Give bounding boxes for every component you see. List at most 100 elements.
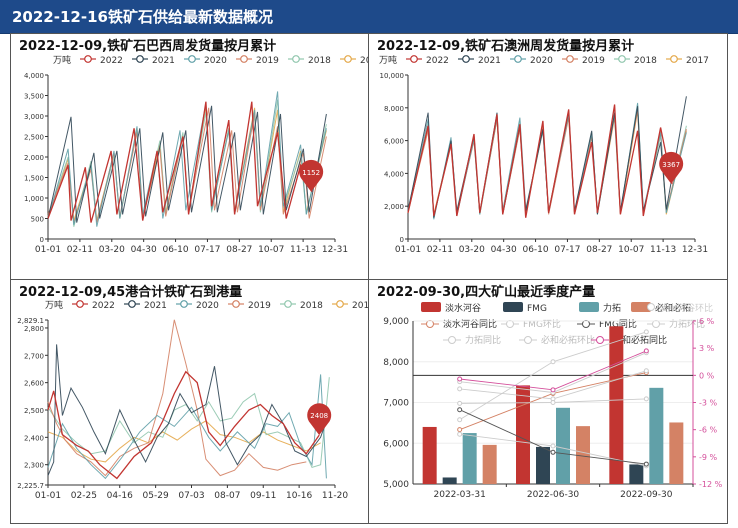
legend-marker — [652, 320, 660, 328]
x-tick-label: 11-20 — [322, 491, 348, 501]
panel-australia: 2022-12-09,铁矿石澳洲周发货量按月累计 万吨 2022 2021 2020 2… — [368, 33, 728, 280]
chart-australia: 万吨 2022 2021 2020 2019 2018 2017 0 2,000 4,000 6,0… — [379, 54, 709, 255]
page-header: 2022-12-16铁矿石供给最新数据概况 — [0, 0, 738, 34]
legend-label: 2021 — [152, 56, 175, 66]
y-tick-label: 2,829.1 — [17, 317, 44, 325]
legend-label: 2020 — [196, 301, 219, 311]
y-tick-label: 5,000 — [383, 480, 409, 490]
y-tick-label: 2,000 — [384, 203, 404, 211]
legend-label: 2017 — [360, 56, 368, 66]
x-tick-label: 03-20 — [99, 245, 125, 255]
series-point — [550, 359, 556, 365]
series-line-2020 — [47, 91, 327, 227]
panel-four-miners: 2022-09-30,四大矿山最近季度产量 淡水河谷 FMG 力拓 必和必拓 淡水河谷环… — [368, 279, 728, 524]
pin-marker — [307, 403, 332, 436]
y-tick-label: 6,000 — [383, 439, 409, 449]
series-line-2021 — [47, 344, 330, 476]
x-tick-label: 12-31 — [682, 245, 708, 255]
pin-marker-label: 3367 — [662, 161, 680, 169]
legend-marker — [462, 55, 470, 63]
chart-port-arrivals: 万吨 2022 2021 2020 2019 2018 2017 2,225.7 2,300 2,… — [17, 299, 368, 501]
y-tick-label: 8,000 — [383, 358, 409, 368]
y2-tick-label: 3 % — [699, 344, 715, 353]
series-point — [457, 407, 463, 413]
legend-marker — [566, 55, 574, 63]
legend-bar — [579, 302, 599, 312]
legend-marker — [76, 300, 84, 308]
legend-marker — [670, 55, 678, 63]
bar-淡水河谷 — [516, 385, 530, 484]
legend-marker — [84, 55, 92, 63]
x-tick-label: 07-17 — [194, 245, 220, 255]
legend-marker — [232, 300, 240, 308]
y-tick-label: 7,000 — [383, 399, 409, 409]
legend-marker — [410, 55, 418, 63]
legend-label: 2022 — [100, 56, 123, 66]
x-tick-label: 10-07 — [618, 245, 644, 255]
bar-力拓 — [556, 407, 570, 484]
panel-port-arrivals: 2022-12-09,45港合计铁矿石到港量 万吨 2022 2021 2020 201… — [10, 279, 369, 524]
legend-unit: 万吨 — [379, 54, 397, 66]
series-point — [457, 417, 463, 423]
legend-label: 2017 — [686, 56, 709, 66]
legend-marker — [344, 55, 352, 63]
legend-label: FMG — [527, 304, 547, 314]
x-tick-label: 2022-06-30 — [527, 490, 580, 500]
legend-marker — [506, 320, 514, 328]
y-tick-label: 2,400 — [24, 434, 44, 442]
series-line-2022 — [47, 101, 313, 223]
legend-marker — [240, 55, 248, 63]
y-tick-label: 2,500 — [24, 407, 44, 415]
series-point — [457, 431, 463, 437]
x-tick-label: 04-30 — [491, 245, 517, 255]
y-tick-label: 6,000 — [384, 138, 404, 146]
y2-tick-label: 0 % — [699, 371, 715, 380]
x-tick-label: 09-11 — [250, 491, 276, 501]
legend-marker — [336, 300, 344, 308]
series-point — [550, 387, 556, 393]
bar-力拓 — [462, 433, 477, 484]
legend-marker — [284, 300, 292, 308]
legend-label: 2019 — [256, 56, 279, 66]
legend-label: 必和必拓同比 — [613, 334, 667, 346]
panel-title: 2022-12-09,铁矿石巴西周发货量按月累计 — [19, 39, 277, 54]
y2-tick-label: -12 % — [699, 480, 723, 489]
series-line-2022 — [407, 104, 673, 218]
series-point — [643, 461, 649, 467]
legend-label: FMG环比 — [523, 318, 561, 330]
series-point — [457, 427, 463, 433]
legend-label: 淡水河谷同比 — [443, 318, 497, 330]
legend-marker — [524, 336, 532, 344]
series-line-2018 — [47, 377, 330, 469]
y-tick-label: 2,800 — [24, 325, 44, 333]
series-point — [643, 348, 649, 354]
bar-FMG — [629, 464, 644, 484]
legend-marker — [136, 55, 144, 63]
legend-bar — [631, 302, 651, 312]
y-tick-label: 2,225.7 — [17, 482, 44, 490]
x-tick-label: 02-11 — [427, 245, 453, 255]
legend-label: 淡水河谷 — [445, 302, 481, 314]
series-point — [457, 386, 463, 392]
legend-marker — [180, 300, 188, 308]
legend-label: 2022 — [426, 56, 449, 66]
x-tick-label: 06-10 — [162, 245, 188, 255]
x-tick-label: 07-03 — [178, 491, 204, 501]
y-tick-label: 10,000 — [380, 72, 405, 80]
legend-marker — [647, 303, 655, 311]
y-tick-label: 2,000 — [24, 154, 44, 162]
legend-label: 2019 — [582, 56, 605, 66]
y-tick-label: 2,500 — [24, 134, 44, 142]
legend-marker — [292, 55, 300, 63]
legend-marker — [426, 320, 434, 328]
pin-marker — [299, 159, 324, 192]
bar-FMG — [442, 477, 457, 484]
bar-FMG — [536, 446, 550, 484]
x-tick-label: 01-01 — [395, 245, 421, 255]
legend-marker — [188, 55, 196, 63]
legend-label: 2022 — [92, 301, 115, 311]
bar-必和必拓 — [482, 444, 497, 484]
legend-label: 2021 — [144, 301, 167, 311]
y2-tick-label: -3 % — [699, 399, 718, 408]
